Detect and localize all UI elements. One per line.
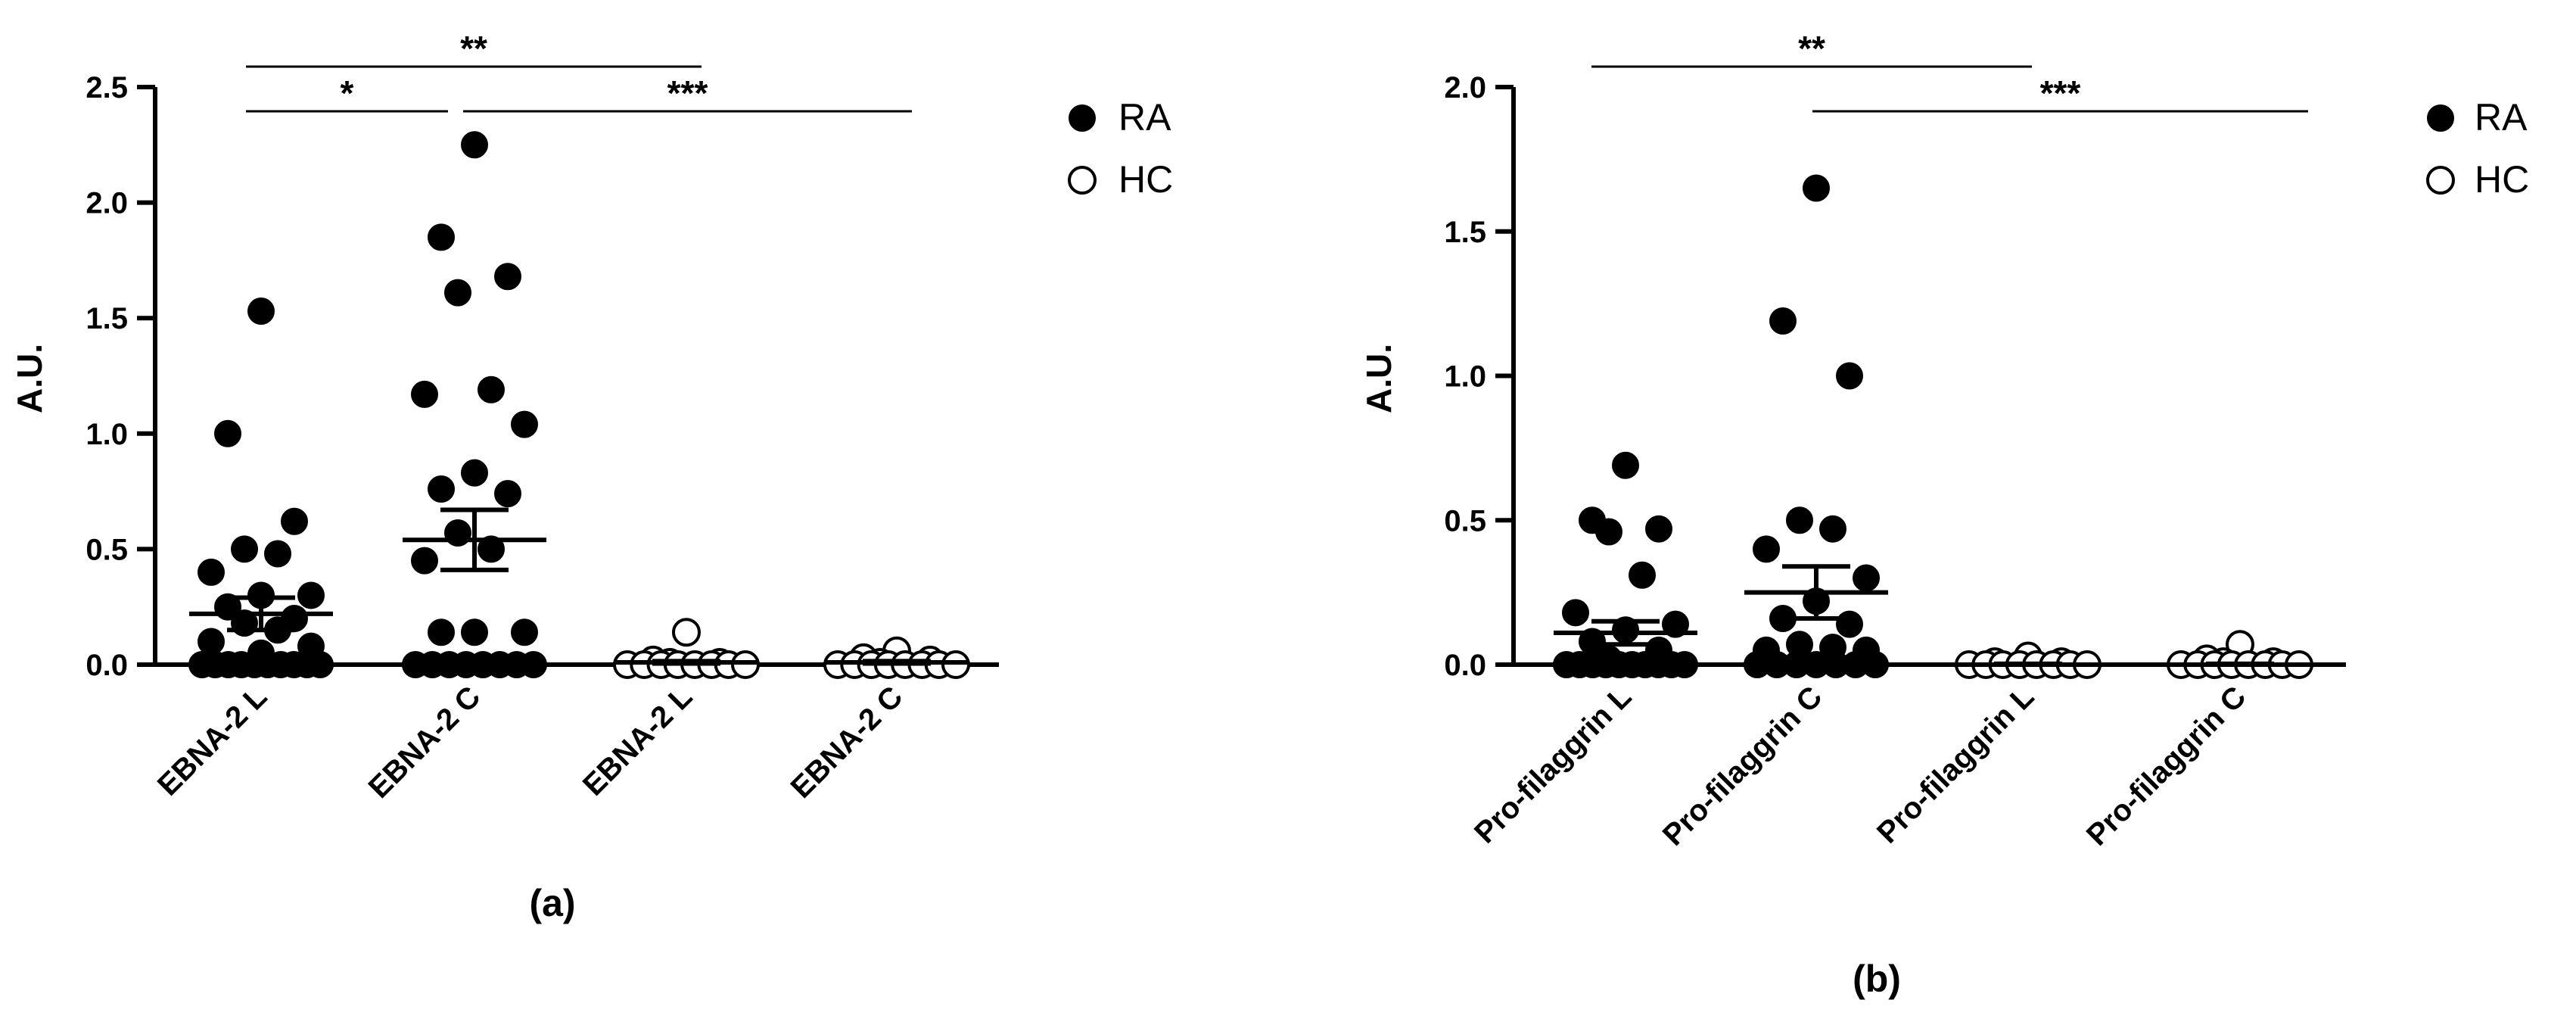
data-point-ra bbox=[231, 535, 258, 563]
y-tick-label: 2.5 bbox=[86, 71, 128, 104]
significance-label: * bbox=[341, 73, 354, 113]
y-tick-label: 0.5 bbox=[86, 533, 128, 566]
legend-label-hc: HC bbox=[2475, 158, 2529, 201]
y-tick-label: 0.5 bbox=[1444, 504, 1486, 537]
data-point-ra bbox=[478, 375, 505, 403]
data-point-ra bbox=[1769, 307, 1797, 335]
data-point-ra bbox=[520, 651, 547, 678]
x-tick-label: EBNA-2 C bbox=[362, 680, 487, 805]
y-tick-label: 0.0 bbox=[1444, 649, 1486, 682]
y-axis-title: A.U. bbox=[1359, 344, 1398, 413]
data-point-ra bbox=[198, 628, 225, 656]
data-point-ra bbox=[1862, 651, 1889, 678]
chart-panel-b: 0.00.51.01.52.0A.U.Pro-filaggrin L Pro-fi… bbox=[1359, 29, 2529, 1000]
data-point-ra bbox=[1836, 610, 1863, 638]
x-tick-label: Pro-filaggrin C bbox=[2080, 680, 2253, 852]
chart-panel-a: 0.0 0.5 1.0 1.5 2.0 2.5 A.U. EBNA-2 L EBNA-2 C EB… bbox=[10, 29, 1173, 924]
significance-label: *** bbox=[2040, 73, 2081, 113]
y-tick-label: 2.0 bbox=[1444, 71, 1486, 104]
data-point-ra bbox=[461, 131, 488, 159]
y-tick-label: 1.0 bbox=[86, 418, 128, 451]
x-tick-label: Pro-filaggrin L bbox=[1468, 680, 1638, 849]
data-point-ra bbox=[1595, 518, 1622, 546]
x-tick-label: Pro-filaggrin C bbox=[1657, 680, 1829, 852]
data-point-ra bbox=[478, 535, 505, 563]
y-tick-label: 0.0 bbox=[86, 649, 128, 682]
data-point-hc bbox=[941, 650, 970, 679]
x-tick-label: EBNA-2 L bbox=[151, 680, 274, 802]
data-point-ra bbox=[1803, 174, 1830, 202]
legend-label-ra: RA bbox=[2475, 96, 2528, 139]
legend-label-ra: RA bbox=[1118, 96, 1171, 139]
data-point-ra bbox=[198, 558, 225, 586]
data-point-ra bbox=[494, 263, 521, 291]
significance-label: ** bbox=[460, 29, 487, 68]
data-point-ra bbox=[444, 279, 471, 307]
data-point-ra bbox=[1853, 564, 1880, 592]
data-point-ra bbox=[411, 547, 438, 575]
legend-label-hc: HC bbox=[1118, 158, 1173, 201]
data-point-ra bbox=[1629, 561, 1656, 589]
data-point-ra bbox=[1786, 506, 1813, 534]
legend-marker-hc bbox=[1068, 166, 1097, 195]
data-point-hc bbox=[731, 650, 760, 679]
data-point-ra bbox=[428, 223, 455, 251]
x-tick-label: Pro-filaggrin L bbox=[1871, 680, 2040, 849]
data-point-ra bbox=[264, 540, 291, 568]
data-point-ra bbox=[461, 459, 488, 487]
data-point-ra bbox=[1836, 362, 1863, 390]
panel-label: (a) bbox=[529, 882, 575, 924]
data-point-ra bbox=[1753, 535, 1780, 563]
data-point-ra bbox=[428, 618, 455, 646]
data-point-ra bbox=[411, 380, 438, 408]
data-point-ra bbox=[306, 651, 334, 678]
legend-marker-hc bbox=[2426, 166, 2455, 195]
data-point-hc bbox=[672, 618, 701, 647]
data-point-ra bbox=[297, 581, 325, 609]
data-point-ra bbox=[214, 419, 241, 447]
data-point-ra bbox=[1612, 451, 1639, 479]
data-point-ra bbox=[247, 297, 275, 326]
data-point-ra bbox=[511, 410, 538, 438]
data-point-ra bbox=[428, 475, 455, 503]
data-point-ra bbox=[1819, 515, 1846, 543]
y-tick-label: 2.0 bbox=[86, 187, 128, 220]
data-point-ra bbox=[494, 480, 521, 508]
data-point-ra bbox=[511, 618, 538, 646]
y-tick-label: 1.5 bbox=[86, 302, 128, 335]
significance-label: *** bbox=[667, 73, 708, 113]
y-axis-title: A.U. bbox=[10, 344, 49, 413]
data-point-ra bbox=[281, 507, 308, 535]
x-tick-label: EBNA-2 L bbox=[577, 680, 699, 802]
significance-label: ** bbox=[1798, 29, 1825, 68]
legend-marker-ra bbox=[2427, 104, 2454, 132]
y-tick-label: 1.5 bbox=[1444, 216, 1486, 249]
x-tick-label: EBNA-2 C bbox=[785, 680, 910, 805]
y-tick-label: 1.0 bbox=[1444, 360, 1486, 394]
data-point-ra bbox=[1562, 599, 1589, 627]
data-point-ra bbox=[1671, 651, 1698, 678]
data-point-ra bbox=[461, 618, 488, 646]
panel-label: (b) bbox=[1853, 958, 1901, 1000]
data-point-ra bbox=[1645, 515, 1672, 543]
legend-marker-ra bbox=[1069, 104, 1096, 132]
